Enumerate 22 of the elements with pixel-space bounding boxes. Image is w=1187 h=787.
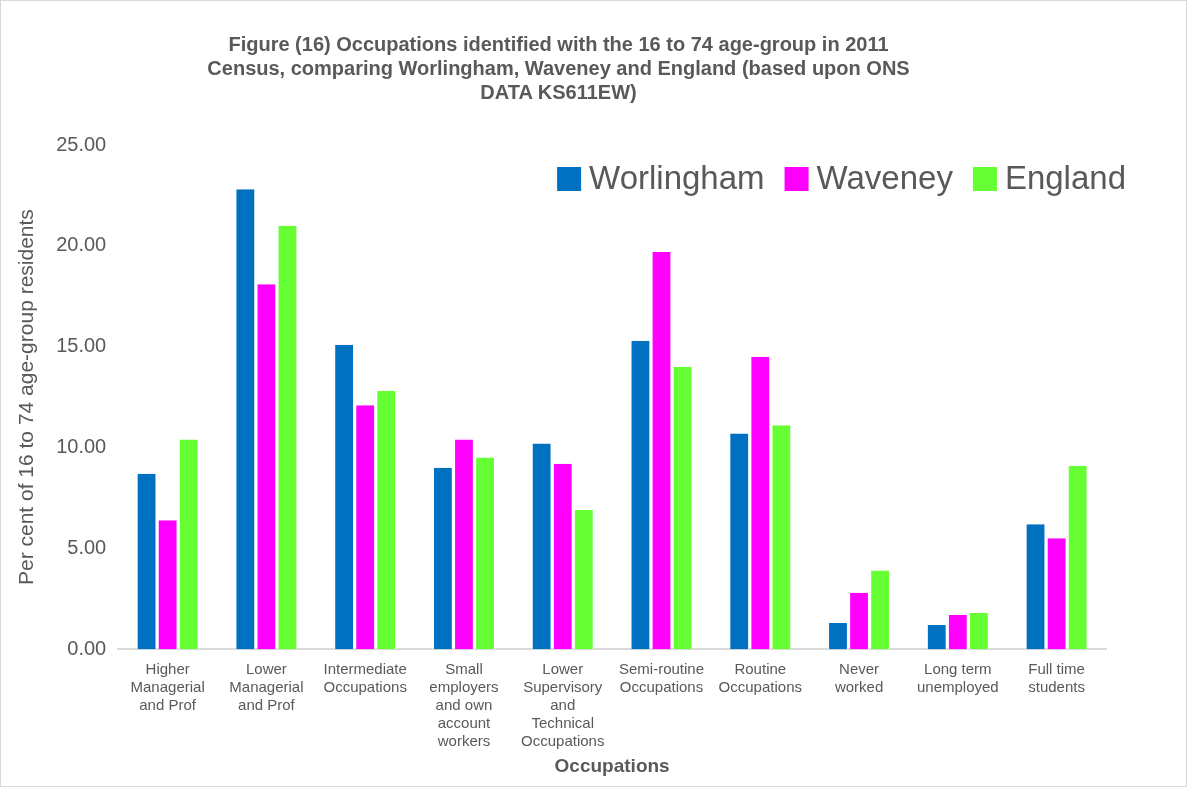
- x-tick-label: Full time students: [1028, 660, 1085, 696]
- x-tick-label: Semi-routine Occupations: [618, 660, 705, 696]
- y-tick-label: 15.00: [56, 334, 107, 357]
- x-tick-label: Never worked: [833, 660, 884, 696]
- x-tick-label: Intermediate Occupations: [323, 660, 407, 696]
- y-axis-title: Per cent of 16 to 74 age-group residents: [14, 209, 38, 586]
- chart-title: Figure (16) Occupations identified with the 16 to 74 age-group in 2011 Census, comparing Worlingham, Waveney and England (based upon ONS DATA KS611EW): [207, 32, 910, 103]
- x-tick-label: Routine Occupations: [718, 660, 802, 696]
- y-tick-label: 5.00: [67, 535, 107, 558]
- y-tick-label: 10.00: [56, 435, 107, 458]
- x-tick-label: Lower Managerial and Prof: [229, 660, 304, 714]
- x-tick-label: Small employers and own account workers: [429, 660, 499, 750]
- y-tick-label: 20.00: [56, 233, 107, 256]
- y-tick-label: 0.00: [67, 636, 107, 659]
- y-tick-label: 25.00: [56, 132, 107, 155]
- x-tick-label: Lower Supervisory and Technical Occupations: [521, 660, 605, 750]
- legend-label: England: [1004, 159, 1126, 197]
- legend-label: Waveney: [816, 159, 954, 197]
- legend-label: Worlingham: [589, 159, 765, 197]
- x-axis-title: Occupations: [554, 754, 670, 776]
- x-tick-label: Higher Managerial and Prof: [130, 660, 205, 714]
- x-tick-label: Long term unemployed: [916, 660, 999, 696]
